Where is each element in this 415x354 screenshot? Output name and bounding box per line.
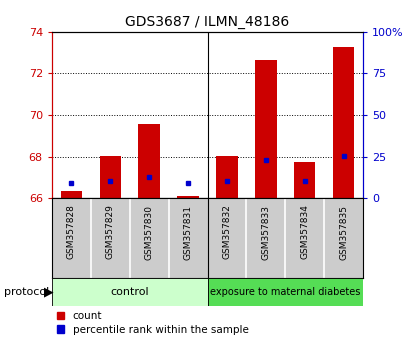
Bar xyxy=(100,156,121,198)
Bar xyxy=(139,124,160,198)
Bar xyxy=(61,191,82,198)
Text: exposure to maternal diabetes: exposure to maternal diabetes xyxy=(210,287,361,297)
Text: GSM357829: GSM357829 xyxy=(106,205,115,259)
Text: GSM357830: GSM357830 xyxy=(145,205,154,259)
Text: GSM357834: GSM357834 xyxy=(300,205,309,259)
Text: control: control xyxy=(110,287,149,297)
Bar xyxy=(52,278,208,306)
Bar xyxy=(255,60,276,198)
Bar xyxy=(294,162,315,198)
Text: GSM357835: GSM357835 xyxy=(339,205,348,259)
Text: GSM357828: GSM357828 xyxy=(67,205,76,259)
Bar xyxy=(177,196,199,198)
Bar xyxy=(216,156,238,198)
Text: GSM357833: GSM357833 xyxy=(261,205,270,259)
Text: protocol: protocol xyxy=(4,287,49,297)
Bar xyxy=(208,278,363,306)
Bar xyxy=(333,47,354,198)
Legend: count, percentile rank within the sample: count, percentile rank within the sample xyxy=(57,312,249,335)
Text: ▶: ▶ xyxy=(44,286,53,298)
Text: GSM357831: GSM357831 xyxy=(183,205,193,259)
Title: GDS3687 / ILMN_48186: GDS3687 / ILMN_48186 xyxy=(125,16,290,29)
Text: GSM357832: GSM357832 xyxy=(222,205,232,259)
